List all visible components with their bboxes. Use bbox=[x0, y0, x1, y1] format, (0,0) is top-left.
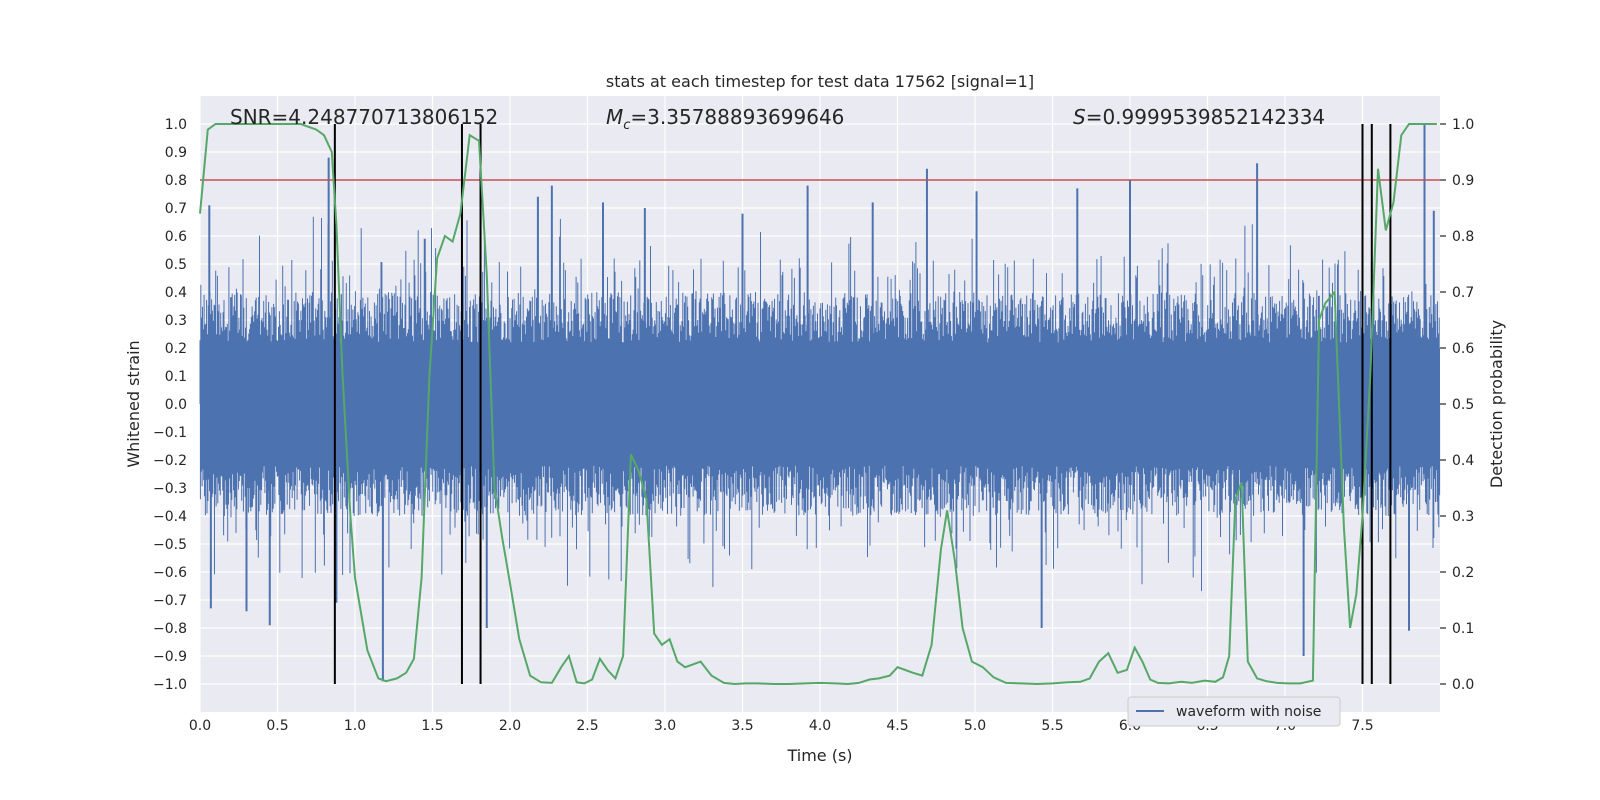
x-tick-label: 2.0 bbox=[499, 718, 521, 734]
s-symbol: S bbox=[1073, 105, 1086, 129]
y-left-tick-label: −0.4 bbox=[153, 509, 187, 525]
y-left-tick-label: −0.6 bbox=[153, 565, 187, 581]
y-right-tick-label: 0.5 bbox=[1452, 397, 1474, 413]
x-tick-label: 1.0 bbox=[344, 718, 366, 734]
y-right-tick-label: 0.6 bbox=[1452, 341, 1474, 357]
y-left-tick-label: −0.5 bbox=[153, 537, 187, 553]
y-left-tick-label: 0.5 bbox=[165, 257, 187, 273]
probability-line bbox=[199, 123, 1437, 686]
y-left-tick-label: 0.3 bbox=[165, 313, 187, 329]
y-left-tick-label: 0.8 bbox=[165, 173, 187, 189]
s-annotation: S=0.9999539852142334 bbox=[1073, 105, 1325, 129]
x-axis-label: Time (s) bbox=[786, 746, 852, 765]
strain-noise-trace bbox=[199, 216, 1441, 592]
y-left-tick-label: 0.2 bbox=[165, 341, 187, 357]
y-left-tick-label: 0.6 bbox=[165, 229, 187, 245]
y-left-tick-label: −0.1 bbox=[153, 425, 187, 441]
x-tick-label: 7.5 bbox=[1351, 718, 1373, 734]
probability-series bbox=[199, 123, 1437, 686]
x-tick-label: 0.0 bbox=[189, 718, 211, 734]
x-tick-label: 0.5 bbox=[266, 718, 288, 734]
x-tick-label: 5.5 bbox=[1041, 718, 1063, 734]
x-tick-label: 2.5 bbox=[576, 718, 598, 734]
y-left-tick-label: 0.9 bbox=[165, 145, 187, 161]
chirp-mass-symbol: M bbox=[606, 105, 623, 129]
legend-label: waveform with noise bbox=[1176, 704, 1321, 720]
snr-annotation: SNR=4.248770713806152 bbox=[230, 105, 498, 129]
y-right-tick-label: 0.4 bbox=[1452, 453, 1474, 469]
x-tick-label: 4.5 bbox=[886, 718, 908, 734]
y-right-tick-label: 0.0 bbox=[1452, 677, 1474, 693]
y-left-tick-label: −0.7 bbox=[153, 593, 187, 609]
y-right-tick-label: 0.7 bbox=[1452, 285, 1474, 301]
y-left-tick-label: 0.4 bbox=[165, 285, 187, 301]
y-left-tick-label: −0.2 bbox=[153, 453, 187, 469]
y-right-tick-label: 0.3 bbox=[1452, 509, 1474, 525]
y-right-axis-label: Detection probability bbox=[1487, 320, 1506, 488]
chirp-mass-subscript: c bbox=[623, 118, 630, 133]
chart-title: stats at each timestep for test data 175… bbox=[606, 72, 1034, 91]
x-tick-label: 3.0 bbox=[654, 718, 676, 734]
x-axis-ticks: 0.00.51.01.52.02.53.03.54.04.55.05.56.06… bbox=[189, 718, 1374, 734]
chirp-mass-value: =3.35788893699646 bbox=[630, 105, 844, 129]
x-tick-label: 3.5 bbox=[731, 718, 753, 734]
x-tick-label: 4.0 bbox=[809, 718, 831, 734]
y-right-tick-label: 1.0 bbox=[1452, 117, 1474, 133]
y-right-tick-label: 0.8 bbox=[1452, 229, 1474, 245]
chirp-mass-annotation: Mc=3.35788893699646 bbox=[606, 105, 844, 133]
legend: waveform with noise bbox=[1127, 696, 1341, 727]
s-value: =0.9999539852142334 bbox=[1086, 105, 1325, 129]
y-left-tick-label: −0.8 bbox=[153, 621, 187, 637]
y-left-axis-label: Whitened strain bbox=[124, 340, 143, 467]
y-left-tick-label: 0.0 bbox=[165, 397, 187, 413]
y-right-tick-label: 0.2 bbox=[1452, 565, 1474, 581]
y-left-tick-label: −0.3 bbox=[153, 481, 187, 497]
x-tick-label: 5.0 bbox=[964, 718, 986, 734]
y-left-tick-label: 0.1 bbox=[165, 369, 187, 385]
y-left-tick-label: 1.0 bbox=[165, 117, 187, 133]
y-right-tick-label: 0.1 bbox=[1452, 621, 1474, 637]
y-right-tick-label: 0.9 bbox=[1452, 173, 1474, 189]
y-left-tick-label: −0.9 bbox=[153, 649, 187, 665]
y-right-axis-ticks: 1.0 0.9 0.8 0.7 0.6 0.5 0.4 0.3 0.2 0.1 0.0 bbox=[1440, 117, 1474, 693]
legend-box bbox=[1127, 696, 1341, 727]
strain-series bbox=[199, 124, 1441, 682]
y-left-tick-label: −1.0 bbox=[153, 677, 187, 693]
y-left-tick-label: 0.7 bbox=[165, 201, 187, 217]
y-left-axis-ticks: 1.0 0.9 0.8 0.7 0.6 0.5 0.4 0.3 0.2 0.1 0.0 −0.1 −0.… bbox=[153, 117, 187, 693]
x-tick-label: 1.5 bbox=[421, 718, 443, 734]
